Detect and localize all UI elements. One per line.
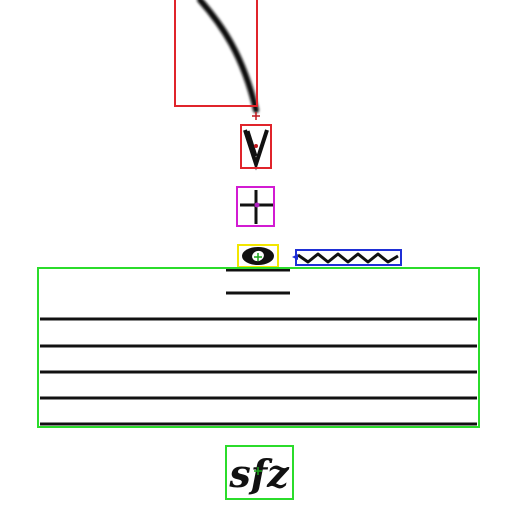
- slur-anchor-marker: [252, 112, 260, 120]
- staff-bounding-box: [37, 267, 480, 428]
- notehead-center-marker: [254, 253, 262, 261]
- cross-center-marker: [254, 202, 260, 208]
- accent-center-marker: [254, 144, 258, 148]
- staff-lines: [40, 317, 477, 426]
- slur-bounding-box: [174, 0, 258, 107]
- dynamic-bounding-box: [225, 445, 294, 500]
- dynamic-marking-text: sfz: [228, 451, 290, 496]
- trill-symbol: [297, 252, 399, 264]
- dynamic-center-marker: [254, 467, 262, 475]
- trill-anchor-marker: [292, 254, 298, 260]
- slur-symbol: [197, 0, 259, 113]
- accent-symbol: [243, 129, 269, 171]
- ledger-lines: [226, 268, 290, 295]
- cross-bounding-box: [236, 186, 275, 227]
- accent-bounding-box: [240, 124, 272, 169]
